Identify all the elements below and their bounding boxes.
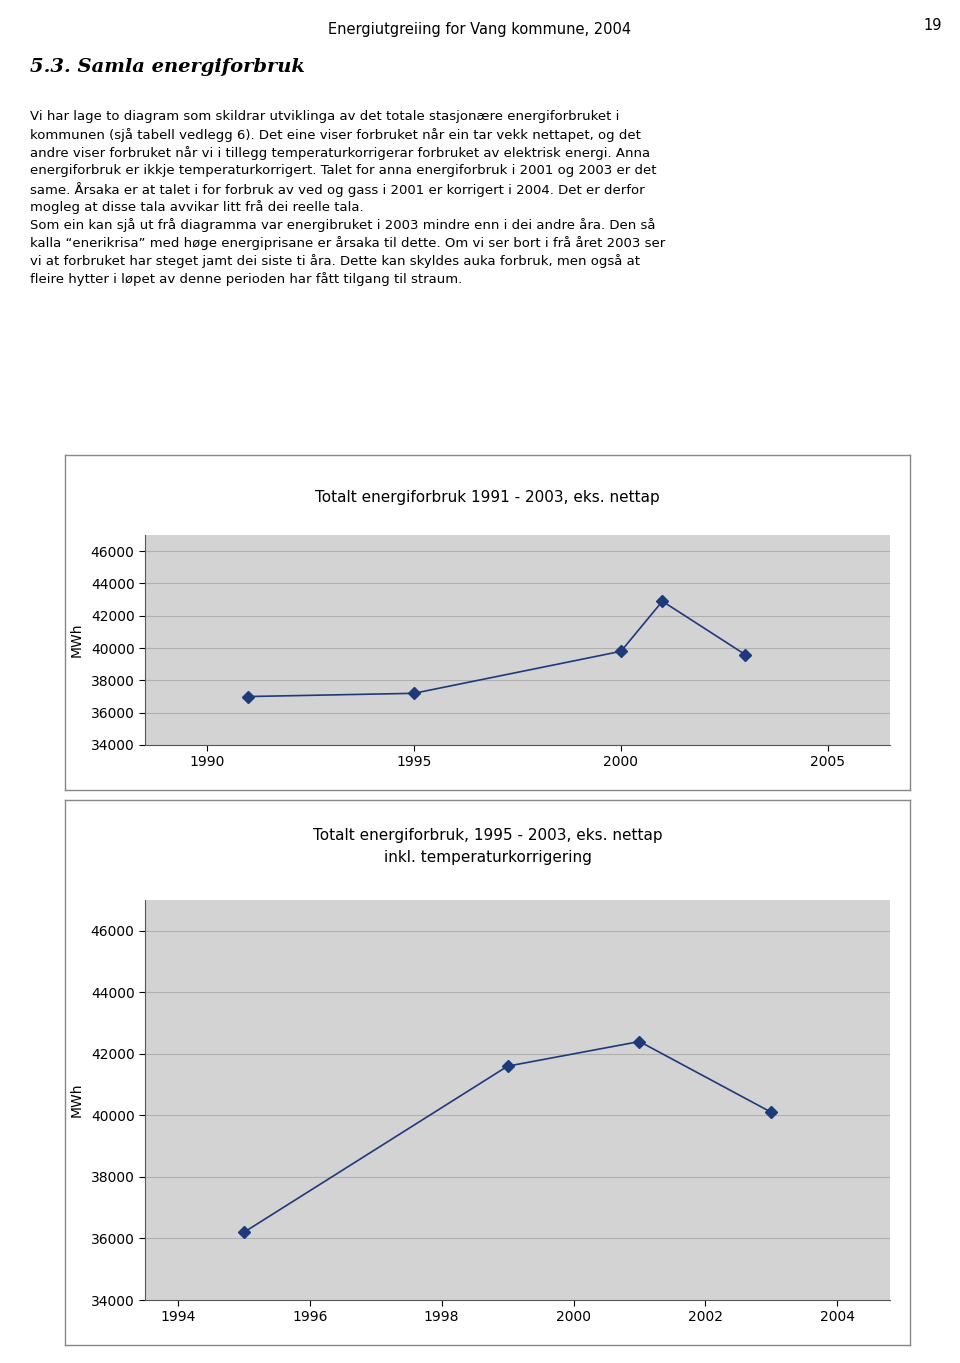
Text: inkl. temperaturkorrigering: inkl. temperaturkorrigering <box>384 851 591 866</box>
Y-axis label: MWh: MWh <box>70 623 84 657</box>
Text: Totalt energiforbruk, 1995 - 2003, eks. nettap: Totalt energiforbruk, 1995 - 2003, eks. … <box>313 827 662 842</box>
Text: Som ein kan sjå ut frå diagramma var energibruket i 2003 mindre enn i dei andre : Som ein kan sjå ut frå diagramma var ene… <box>30 218 656 232</box>
Text: Vi har lage to diagram som skildrar utviklinga av det totale stasjonære energifo: Vi har lage to diagram som skildrar utvi… <box>30 110 619 123</box>
Text: fleire hytter i løpet av denne perioden har fått tilgang til straum.: fleire hytter i løpet av denne perioden … <box>30 273 463 286</box>
Text: same. Årsaka er at talet i for forbruk av ved og gass i 2001 er korrigert i 2004: same. Årsaka er at talet i for forbruk a… <box>30 183 644 198</box>
Text: mogleg at disse tala avvikar litt frå dei reelle tala.: mogleg at disse tala avvikar litt frå de… <box>30 200 364 214</box>
Text: 19: 19 <box>924 18 942 33</box>
Text: Totalt energiforbruk 1991 - 2003, eks. nettap: Totalt energiforbruk 1991 - 2003, eks. n… <box>315 491 660 506</box>
Text: vi at forbruket har steget jamt dei siste ti åra. Dette kan skyldes auka forbruk: vi at forbruket har steget jamt dei sist… <box>30 254 640 269</box>
Y-axis label: MWh: MWh <box>70 1082 84 1118</box>
Text: kommunen (sjå tabell vedlegg 6). Det eine viser forbruket når ein tar vekk netta: kommunen (sjå tabell vedlegg 6). Det ein… <box>30 128 641 142</box>
Text: energiforbruk er ikkje temperaturkorrigert. Talet for anna energiforbruk i 2001 : energiforbruk er ikkje temperaturkorrige… <box>30 164 657 177</box>
Text: andre viser forbruket når vi i tillegg temperaturkorrigerar forbruket av elektri: andre viser forbruket når vi i tillegg t… <box>30 146 650 159</box>
Text: Energiutgreiing for Vang kommune, 2004: Energiutgreiing for Vang kommune, 2004 <box>328 22 632 37</box>
Text: 5.3. Samla energiforbruk: 5.3. Samla energiforbruk <box>30 59 305 76</box>
Text: kalla “enerikrisa” med høge energiprisane er årsaka til dette. Om vi ser bort i : kalla “enerikrisa” med høge energiprisan… <box>30 236 665 249</box>
